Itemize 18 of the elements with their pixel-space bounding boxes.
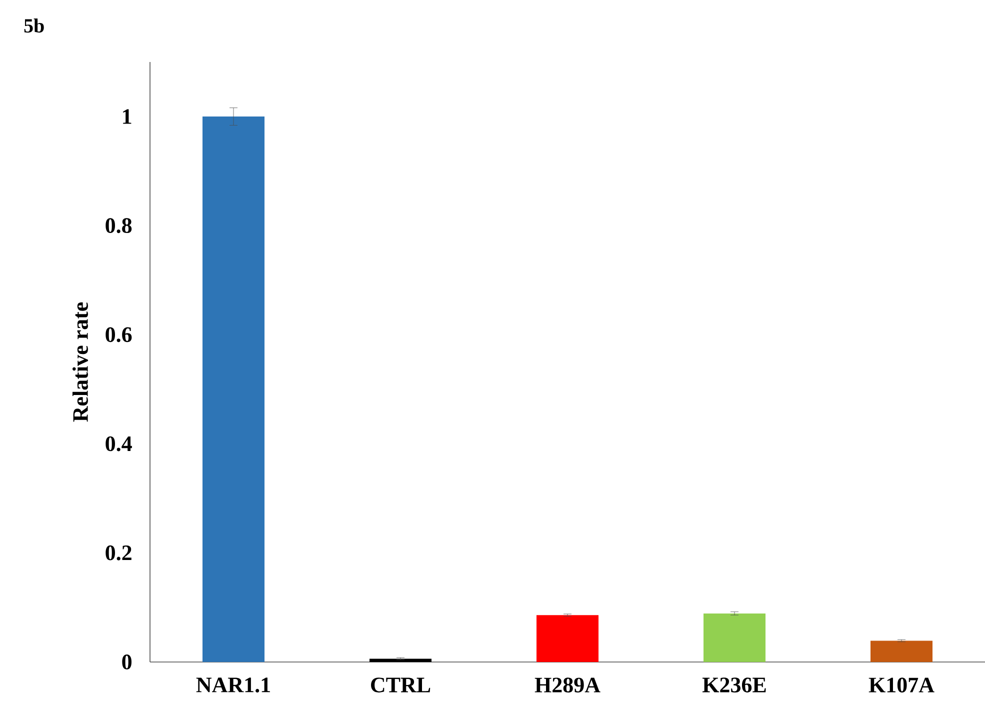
x-tick-label: K107A <box>868 678 934 692</box>
x-tick-label: K236E <box>702 678 766 692</box>
y-tick-label: 0 <box>122 654 132 670</box>
bar <box>536 615 599 662</box>
y-tick-label: 0.8 <box>106 218 132 234</box>
x-tick-label: H289A <box>534 678 600 692</box>
bar <box>202 116 265 662</box>
y-tick-label: 0.6 <box>106 327 132 342</box>
y-tick-label: 1 <box>123 109 132 124</box>
bar <box>870 640 933 662</box>
y-axis-title: Relative rate <box>72 302 88 422</box>
bar <box>704 613 766 662</box>
y-tick-label: 0.4 <box>106 436 132 452</box>
x-tick-label: CTRL <box>371 678 430 692</box>
x-tick-label: NAR1.1 <box>196 678 270 692</box>
chart-title: 5b <box>24 18 44 33</box>
bar <box>370 658 432 662</box>
y-tick-label: 0.2 <box>106 545 132 560</box>
